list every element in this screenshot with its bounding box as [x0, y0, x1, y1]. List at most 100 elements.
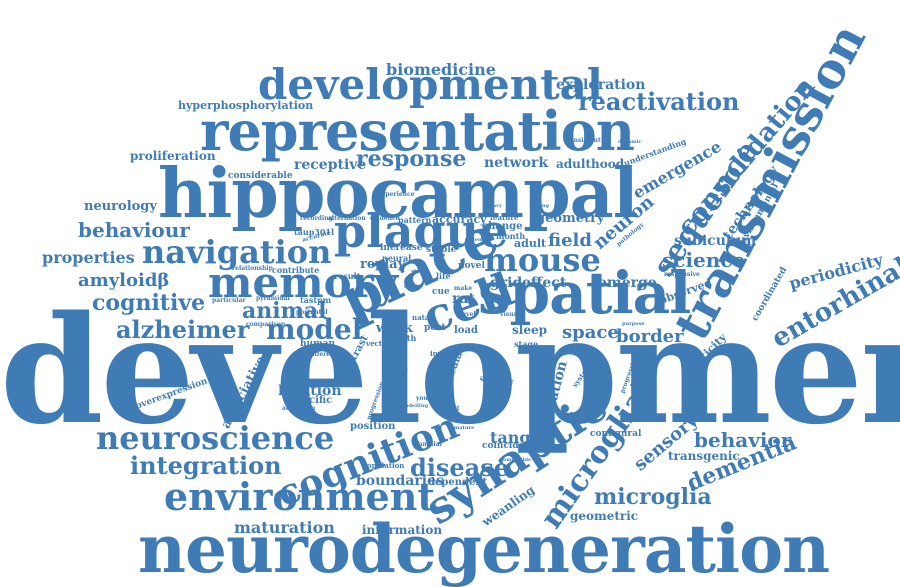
word-result: result — [334, 271, 361, 281]
word-load: load — [454, 325, 478, 336]
word-geometry: geometry — [536, 211, 605, 226]
word-sleep: sleep — [512, 323, 547, 337]
word-neurodegeneration: neurodegeneration — [138, 510, 830, 587]
word-environment: environment — [164, 474, 435, 519]
word-pyramidal: pyramidal — [256, 295, 290, 302]
word-ageing: ageing — [530, 203, 549, 209]
word-month: month — [496, 231, 526, 241]
word-alternation: alternation — [328, 215, 366, 222]
word-activation: activation — [282, 405, 316, 412]
word-experience: experience — [378, 191, 415, 198]
word-week: week — [376, 321, 413, 336]
word-vector: vector — [366, 339, 391, 348]
word-hippocampal: hippocampal — [158, 154, 639, 234]
word-field: field — [548, 230, 592, 251]
word-transgenic: transgenic — [668, 449, 740, 463]
word-stage: stage — [514, 339, 539, 349]
word-path: path — [396, 333, 417, 343]
word-consistent: consistent — [566, 137, 601, 144]
word-location: location — [278, 383, 342, 399]
word-science: science — [662, 248, 746, 272]
word-spatial: spatial — [478, 259, 691, 327]
word-grid: grid — [490, 275, 523, 291]
word-comparison: comparison — [246, 321, 286, 328]
word-biomedicine: biomedicine — [386, 60, 496, 79]
word-mouse: mouse — [484, 241, 601, 279]
word-properties: properties — [42, 248, 135, 267]
word-receptive: receptive — [294, 157, 367, 173]
word-dynamic: dynamic — [618, 139, 642, 145]
word-subiculum: subiculum — [674, 233, 757, 249]
word-integration: integration — [130, 451, 282, 480]
word-cue: cue — [432, 287, 450, 297]
word-familiar: familiar — [416, 441, 443, 448]
word-proliferation: proliferation — [130, 149, 216, 163]
word-network: network — [484, 155, 549, 171]
word-coincide: coincide — [482, 441, 525, 451]
word-population: population — [362, 461, 405, 470]
word-increase: increase — [380, 243, 423, 253]
word-animal: animal — [242, 298, 327, 324]
word-make: make — [454, 285, 473, 292]
word-change: change — [482, 221, 523, 232]
word-navigation: navigation — [142, 233, 332, 271]
word-specific: specific — [290, 395, 333, 406]
word-responsive: responsive — [664, 271, 700, 278]
word-compatible: compatible — [500, 457, 532, 463]
word-neuroscience: neuroscience — [96, 419, 335, 457]
word-level: level — [460, 311, 476, 318]
word-rat: rat — [452, 291, 475, 307]
word-response: response — [356, 146, 467, 172]
word-dependent: dependent — [428, 477, 488, 488]
word-taup301l: taup301l — [294, 227, 335, 237]
word-input: input — [430, 349, 451, 358]
word-young: young — [416, 395, 437, 402]
word-replay: replay — [360, 257, 406, 272]
word-border: border — [616, 326, 684, 347]
word-tangle: tangle — [490, 428, 547, 447]
word-reactivation: reactivation — [578, 87, 740, 116]
word-space: space — [562, 322, 619, 343]
word-adulthood: adulthood — [556, 157, 625, 171]
word-mature: mature — [454, 425, 475, 431]
word-tastpm: tastpm — [300, 295, 332, 305]
word-feature: feature — [490, 213, 519, 222]
word-development: development — [0, 283, 900, 457]
word-stable: stable — [426, 245, 457, 255]
word-purpose: purpose — [622, 321, 645, 327]
word-maturation: maturation — [234, 518, 335, 537]
word-accuracy: accuracy — [432, 213, 487, 226]
word-evidence: evidence — [370, 215, 400, 222]
word-plaque: plaque — [334, 204, 509, 258]
word-hyperphosphorylation: hyperphosphorylation — [178, 99, 314, 112]
word-disease: disease — [410, 453, 510, 482]
word-emerge: emerge — [598, 275, 657, 291]
word-adult: adult — [514, 237, 547, 250]
word-relationship: relationship — [232, 265, 273, 272]
word-developmental: developmental — [258, 60, 603, 109]
word-visual: visual — [500, 311, 520, 318]
word-configural: configural — [590, 429, 642, 439]
word-life: life — [436, 271, 451, 281]
word-human: human — [300, 339, 335, 349]
word-considerable: considerable — [228, 171, 293, 181]
word-particular: particular — [212, 297, 246, 304]
word-heavy: heavy — [486, 203, 502, 209]
word-model: model — [266, 313, 363, 346]
word-distinct: distinct — [434, 405, 460, 412]
word-exploration: exploration — [556, 77, 646, 93]
word-amyloidbeta: amyloidβ — [78, 270, 170, 291]
word-microglia: microglia — [594, 484, 712, 510]
word-postnatal: postnatal — [296, 309, 328, 316]
word-neural: neural — [382, 253, 412, 263]
word-behaviour: behaviour — [78, 218, 190, 242]
word-contribute: contribute — [272, 265, 320, 275]
word-cognitive: cognitive — [92, 290, 206, 316]
word-alzheimer: alzheimer — [116, 315, 250, 344]
word-representation: representation — [200, 99, 635, 163]
word-memory: memory — [208, 258, 399, 307]
word-behavior: behavior — [694, 428, 792, 452]
word-recording: recording — [300, 215, 333, 222]
word-natal: natal — [412, 313, 433, 322]
